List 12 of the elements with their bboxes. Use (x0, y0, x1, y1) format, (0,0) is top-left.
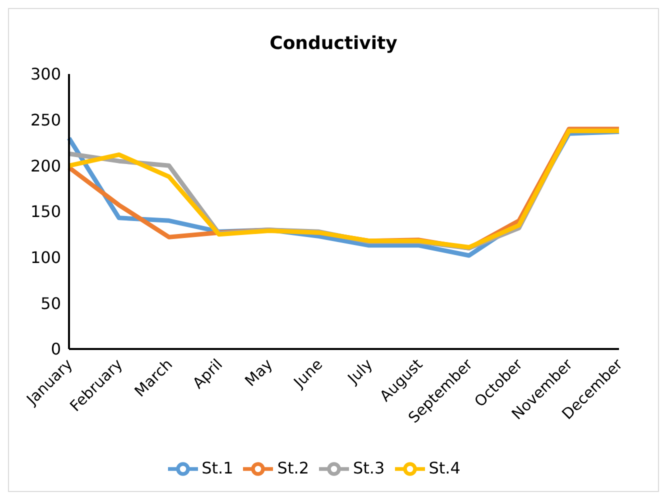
y-tick-label: 300 (30, 64, 61, 84)
legend-label: St.2 (277, 458, 309, 478)
y-tick-label: 200 (30, 156, 61, 176)
legend-label: St.1 (202, 458, 234, 478)
legend-label: St.3 (353, 458, 385, 478)
legend-label: St.4 (428, 458, 460, 478)
y-tick-label: 50 (40, 294, 61, 313)
y-tick-label: 250 (30, 110, 61, 130)
y-tick-label: 150 (30, 202, 61, 222)
y-tick-label: 0 (50, 340, 61, 359)
y-tick-label: 100 (30, 248, 61, 268)
chart-title: Conductivity (268, 33, 398, 54)
